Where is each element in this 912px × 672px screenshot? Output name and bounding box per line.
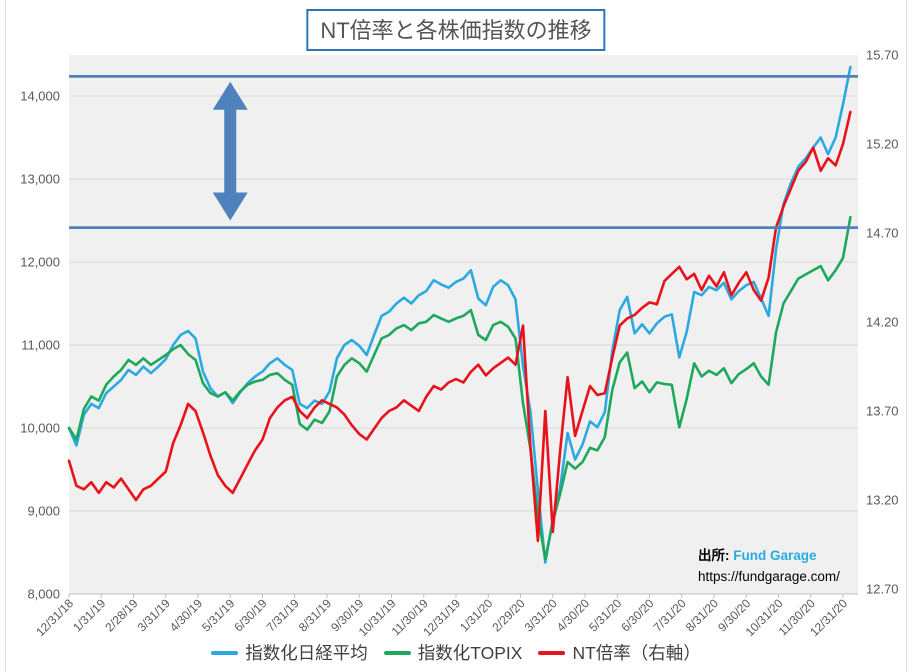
left-axis-tick-label: 13,000 [20,172,60,187]
double-arrow-annotation [212,81,248,221]
right-frame-line [906,0,907,672]
legend-label-nt: NT倍率（右軸） [572,643,701,663]
nt-ratio-series-line [67,110,852,543]
x-axis-label: 8/31/19 [296,596,334,634]
x-axis-label: 4/30/20 [554,596,592,634]
legend-label-topix: 指数化TOPIX [417,643,523,663]
nikkei-series-line [67,65,852,564]
left-frame-line [5,0,6,672]
legend-label-nikkei: 指数化日経平均 [245,643,368,663]
right-axis-tick-label: 15.70 [866,48,899,63]
x-axis-label: 8/31/20 [683,596,721,634]
x-axis-label: 1/31/20 [457,596,495,634]
left-axis-tick-label: 11,000 [21,338,60,353]
right-axis-tick-label: 14.70 [866,226,899,241]
x-axis-label: 6/30/19 [231,596,269,634]
chart-title: NT倍率と各株価指数の推移 [306,9,606,51]
legend-item-topix: 指数化TOPIX [383,640,523,665]
right-axis-tick-label: 15.20 [866,137,899,152]
x-axis-label: 3/31/19 [135,596,173,634]
x-axis-label: 2/28/19 [102,596,140,634]
x-axis-label: 4/30/19 [167,596,205,634]
source-url: https://fundgarage.com/ [698,569,840,584]
source-prefix: 出所: [698,548,730,563]
plot-background [69,55,858,594]
right-axis-tick-label: 13.20 [866,493,899,508]
topix-series-line [67,215,852,561]
x-axis-label: 5/31/20 [586,596,624,634]
left-axis-tick-label: 8,000 [27,587,60,602]
source-name: Fund Garage [733,548,817,563]
x-axis-label: 7/31/20 [651,596,689,634]
nt-line-swatch [538,650,566,655]
left-axis-tick-label: 14,000 [20,89,60,104]
right-axis-tick-label: 12.70 [866,582,899,597]
legend-item-nikkei: 指数化日経平均 [211,640,368,665]
x-axis-label: 3/31/20 [522,596,560,634]
source-label: 出所: Fund Garage [698,545,840,566]
right-axis-tick-label: 13.70 [866,404,899,419]
right-axis-tick-label: 14.20 [866,315,899,330]
x-axis-label: 6/30/20 [618,596,656,634]
left-axis-tick-label: 10,000 [20,421,60,436]
x-axis-label: 1/31/19 [70,596,108,634]
x-axis-label: 2/29/20 [489,596,527,634]
legend-item-nt: NT倍率（右軸） [538,640,701,665]
source-block: 出所: Fund Garage https://fundgarage.com/ [698,545,840,587]
topix-line-swatch [383,650,411,655]
x-axis-label: 12/31/18 [33,596,76,639]
left-axis-tick-label: 12,000 [20,255,60,270]
x-axis-label: 5/31/19 [199,596,237,634]
nikkei-line-swatch [211,650,239,655]
left-axis-tick-label: 9,000 [27,504,60,519]
chart-legend: 指数化日経平均 指数化TOPIX NT倍率（右軸） [0,640,912,665]
x-axis-label: 7/31/19 [264,596,302,634]
